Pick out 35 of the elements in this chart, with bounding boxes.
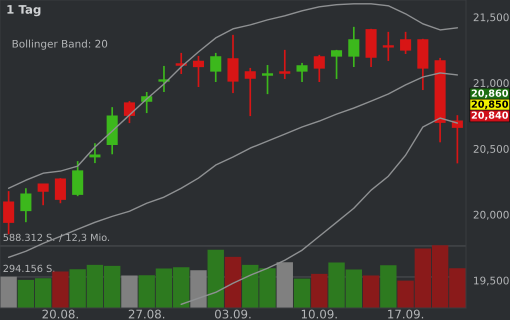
candlestick xyxy=(314,54,325,83)
candlestick xyxy=(382,31,394,62)
candlestick xyxy=(89,142,100,164)
candlestick xyxy=(72,160,84,197)
x-tick-label: 27.08. xyxy=(128,310,164,319)
y-tick-label: 20,500 xyxy=(474,144,509,154)
candlestick xyxy=(400,31,412,55)
candlestick xyxy=(296,62,308,83)
candlestick xyxy=(38,183,49,206)
candlestick xyxy=(54,177,66,204)
y-tick-label: 19,500 xyxy=(474,276,509,286)
candlestick xyxy=(210,52,222,83)
x-tick-label: 20.08. xyxy=(42,310,78,319)
candlestick xyxy=(452,114,463,164)
candlestick xyxy=(244,67,256,117)
text: 20,860 xyxy=(472,89,508,98)
candlestick xyxy=(192,55,204,88)
text: 20,850 xyxy=(472,100,508,110)
chart-title: 1 Tag xyxy=(7,5,40,16)
x-tick-label: 03.09. xyxy=(215,310,250,319)
y2-tick-label: 294.156 S. xyxy=(3,264,54,272)
candlestick xyxy=(3,190,14,236)
candlestick xyxy=(124,100,135,124)
y-tick-label: 21,500 xyxy=(474,13,509,22)
text: 20,840 xyxy=(472,111,508,120)
line-series xyxy=(8,3,458,189)
candlestick xyxy=(227,34,239,94)
x-tick-label: 10.09. xyxy=(302,310,337,319)
x-tick-label: 17.09. xyxy=(388,310,424,319)
candlestick xyxy=(20,187,32,224)
candlestick xyxy=(348,26,360,68)
y-tick-label: 20,000 xyxy=(474,210,509,220)
candlestick xyxy=(331,49,342,80)
annotation: Bollinger Band: 20 xyxy=(12,40,108,50)
y-tick-label: 21,000 xyxy=(474,79,509,88)
